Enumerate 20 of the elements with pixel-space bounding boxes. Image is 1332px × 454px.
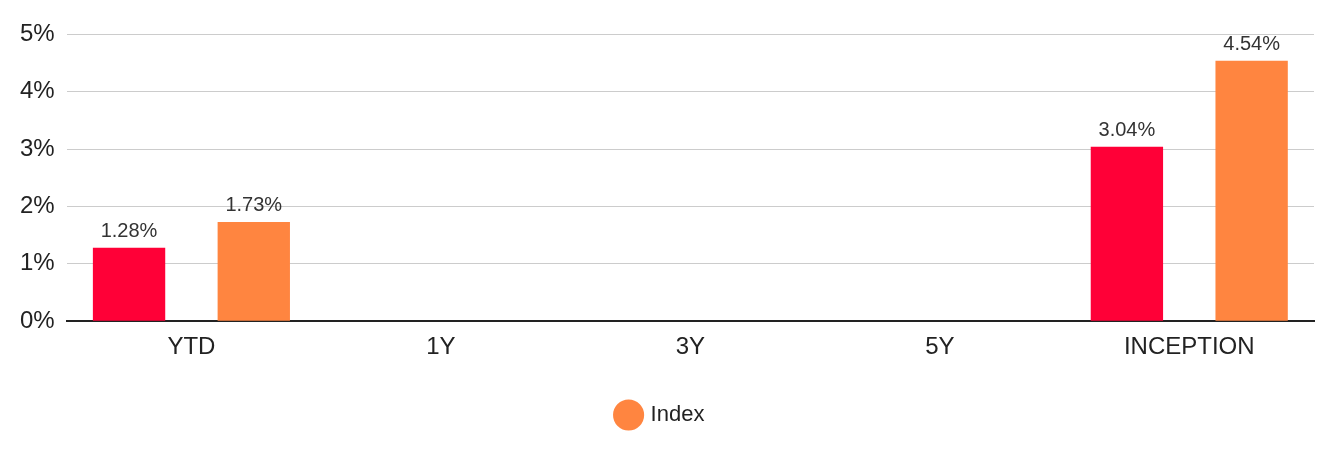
data-label: 4.54%: [1223, 32, 1281, 55]
bar: [92, 247, 166, 321]
y-tick-label: 3%: [20, 133, 55, 161]
x-tick-label: INCEPTION: [1123, 332, 1255, 360]
x-tick-label: 3Y: [675, 332, 706, 360]
bar: [1090, 146, 1164, 321]
y-tick-label: 2%: [20, 191, 55, 219]
bar: [217, 221, 290, 321]
y-tick-label: 4%: [20, 76, 55, 104]
x-tick-label: 1Y: [426, 332, 456, 360]
data-label: 3.04%: [1098, 118, 1156, 141]
y-tick-label: 0%: [20, 305, 55, 333]
y-tick-label: 5%: [20, 19, 55, 47]
bar: [1215, 60, 1288, 321]
x-tick-label: 5Y: [925, 332, 955, 360]
y-tick-label: 1%: [20, 248, 55, 276]
legend-label: Index: [650, 401, 705, 427]
x-tick-label: YTD: [167, 332, 216, 360]
data-label: 1.28%: [100, 219, 158, 242]
data-label: 1.73%: [225, 193, 283, 216]
